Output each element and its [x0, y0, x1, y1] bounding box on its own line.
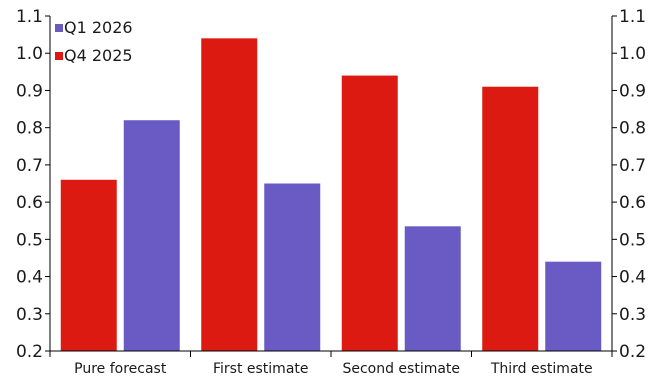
y-tick-label-right: 0.4 — [619, 268, 646, 288]
y-tick-label-left: 1.0 — [16, 44, 43, 64]
legend-swatch-q4-2025 — [55, 52, 63, 60]
y-tick-label-left: 0.9 — [16, 81, 43, 101]
bar-first-estimate-q1-2026 — [264, 183, 321, 351]
y-tick-label-left: 0.6 — [16, 193, 43, 213]
y-tick-label-left: 1.1 — [16, 7, 43, 27]
x-tick-label: First estimate — [213, 361, 309, 377]
bar-second-estimate-q4-2025 — [341, 75, 398, 352]
y-tick-label-right: 0.7 — [619, 156, 646, 176]
y-tick-label-right: 1.0 — [619, 44, 646, 64]
y-tick-label-left: 0.5 — [16, 230, 43, 250]
y-tick-label-right: 0.5 — [619, 230, 646, 250]
x-tick-label: Second estimate — [342, 361, 460, 377]
y-tick-label-left: 0.4 — [16, 268, 43, 288]
y-tick-label-right: 0.9 — [619, 81, 646, 101]
bar-pure-forecast-q1-2026 — [123, 120, 180, 351]
legend-label-q4-2025: Q4 2025 — [64, 46, 133, 65]
y-tick-label-right: 1.1 — [619, 7, 646, 27]
legend-label-q1-2026: Q1 2026 — [64, 18, 133, 37]
y-tick-label-right: 0.2 — [619, 342, 646, 362]
x-tick-label: Third estimate — [490, 361, 593, 377]
bar-third-estimate-q1-2026 — [545, 261, 602, 351]
bars-layer — [60, 38, 602, 352]
y-tick-label-left: 0.8 — [16, 119, 43, 139]
y-tick-label-left: 0.2 — [16, 342, 43, 362]
y-tick-label-left: 0.7 — [16, 156, 43, 176]
bar-pure-forecast-q4-2025 — [60, 179, 117, 351]
bar-first-estimate-q4-2025 — [201, 38, 258, 351]
legend: Q1 2026 Q4 2025 — [55, 18, 133, 65]
bar-third-estimate-q4-2025 — [482, 86, 539, 351]
y-tick-label-left: 0.3 — [16, 305, 43, 325]
y-tick-label-right: 0.8 — [619, 119, 646, 139]
x-tick-label: Pure forecast — [74, 361, 167, 377]
bar-second-estimate-q1-2026 — [404, 226, 461, 351]
axes-layer: Pure forecast First estimate Second estima… — [16, 7, 646, 377]
y-tick-label-right: 0.3 — [619, 305, 646, 325]
y-tick-label-right: 0.6 — [619, 193, 646, 213]
legend-swatch-q1-2026 — [55, 24, 63, 32]
